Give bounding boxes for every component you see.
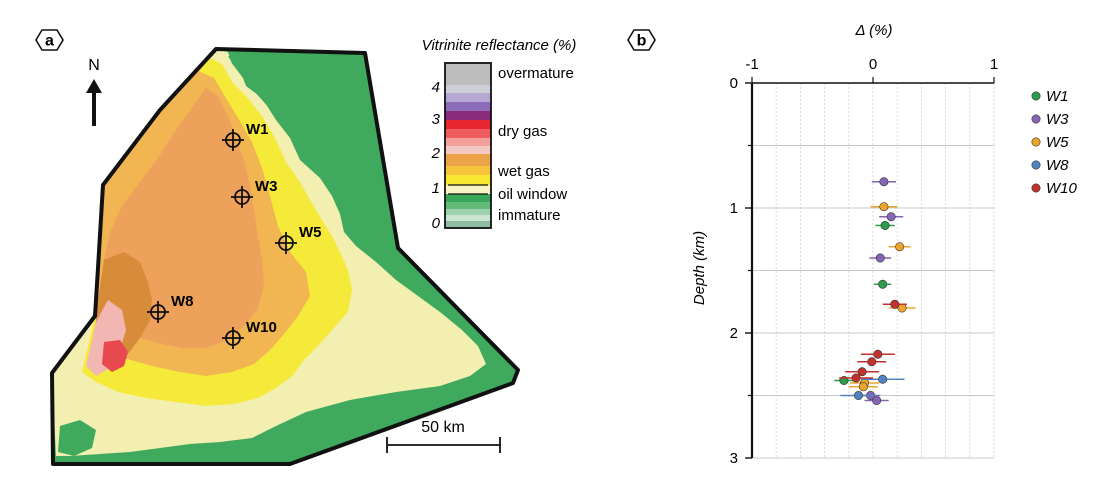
data-point [895, 242, 905, 252]
legend-category: dry gas [498, 123, 547, 140]
legend-category: oil window [498, 186, 567, 203]
data-point [872, 395, 882, 405]
legend-label: W5 [1046, 134, 1069, 151]
data-point [851, 373, 861, 383]
data-point [867, 357, 877, 367]
x-tick-label: 1 [990, 56, 998, 73]
data-point [886, 212, 896, 222]
panel-b-label: b [637, 33, 647, 50]
well-marker: W5 [275, 224, 322, 254]
y-tick-label: 3 [730, 450, 738, 467]
well-label: W3 [255, 178, 278, 195]
map-boundary [50, 47, 520, 466]
well-markers: W1 W3 W5 W8 W10 [147, 121, 322, 349]
panel-a-badge: a [35, 29, 64, 51]
x-tick-label: -1 [745, 56, 758, 73]
legend-category: wet gas [497, 163, 550, 180]
data-point [873, 349, 883, 359]
y-axis-label: Depth (km) [691, 231, 708, 305]
x-axis-label: Δ (%) [854, 22, 892, 39]
well-marker: W1 [222, 121, 269, 151]
well-label: W1 [246, 121, 269, 138]
series-w10 [839, 299, 907, 383]
legend-tick: 2 [431, 145, 441, 162]
series-w8 [840, 374, 905, 400]
panel-b-badge: b [627, 29, 656, 51]
data-point [858, 382, 868, 392]
data-point [879, 177, 889, 187]
chart-axes: -1 0 1 0 1 2 3 [730, 56, 999, 467]
legend-colorbar [444, 62, 492, 229]
well-label: W10 [246, 319, 277, 336]
north-arrow-icon [86, 79, 102, 93]
series-w1 [834, 221, 895, 385]
legend-entry: W10 [1031, 180, 1078, 197]
panel-a-label: a [45, 33, 54, 50]
y-tick-label: 1 [730, 200, 738, 217]
maturity-legend: Vitrinite reflectance (%) [422, 37, 577, 232]
chart-points [834, 177, 916, 405]
y-tick-label: 2 [730, 325, 738, 342]
data-point [880, 221, 890, 231]
well-marker: W8 [147, 293, 194, 323]
legend-entry: W5 [1031, 134, 1069, 151]
chart-legend: W1 W3 W5 W8 W10 [1031, 88, 1078, 197]
legend-category: overmature [498, 65, 574, 82]
y-tick-label: 0 [730, 75, 738, 92]
legend-entry: W1 [1031, 88, 1069, 105]
well-label: W5 [299, 224, 322, 241]
legend-entry: W3 [1031, 111, 1069, 128]
north-label: N [88, 57, 100, 74]
legend-marker [1031, 91, 1041, 101]
legend-label: W3 [1046, 111, 1069, 128]
scale-label: 50 km [421, 419, 465, 436]
data-point [890, 299, 900, 309]
legend-category: immature [498, 207, 561, 224]
legend-entry: W8 [1031, 157, 1069, 174]
panel-b: b Δ (%) Depth (km) -1 0 1 0 1 2 3 W1 W3 W5 W8 W10 [627, 22, 1078, 467]
legend-tick: 1 [432, 180, 440, 197]
legend-marker [1031, 160, 1041, 170]
north-arrow: N [86, 57, 102, 126]
data-point [878, 374, 888, 384]
legend-marker [1031, 183, 1041, 193]
well-label: W8 [171, 293, 194, 310]
well-marker: W3 [231, 178, 278, 208]
legend-marker [1031, 114, 1041, 124]
legend-label: W1 [1046, 88, 1069, 105]
data-point [875, 253, 885, 263]
panel-a: a N W1 W3 W5 W8 W10 50 km [35, 29, 577, 466]
legend-label: W10 [1046, 180, 1078, 197]
legend-marker [1031, 137, 1041, 147]
scale-bar: 50 km [386, 419, 501, 453]
legend-tick: 4 [432, 79, 440, 96]
data-point [878, 279, 888, 289]
x-tick-label: 0 [869, 56, 877, 73]
legend-label: W8 [1046, 157, 1069, 174]
legend-tick: 0 [432, 215, 441, 232]
data-point [879, 202, 889, 212]
data-point [853, 390, 863, 400]
data-point [857, 367, 867, 377]
legend-title: Vitrinite reflectance (%) [422, 37, 577, 54]
well-marker: W10 [222, 319, 277, 349]
series-w5 [848, 202, 916, 392]
legend-tick: 3 [432, 111, 441, 128]
